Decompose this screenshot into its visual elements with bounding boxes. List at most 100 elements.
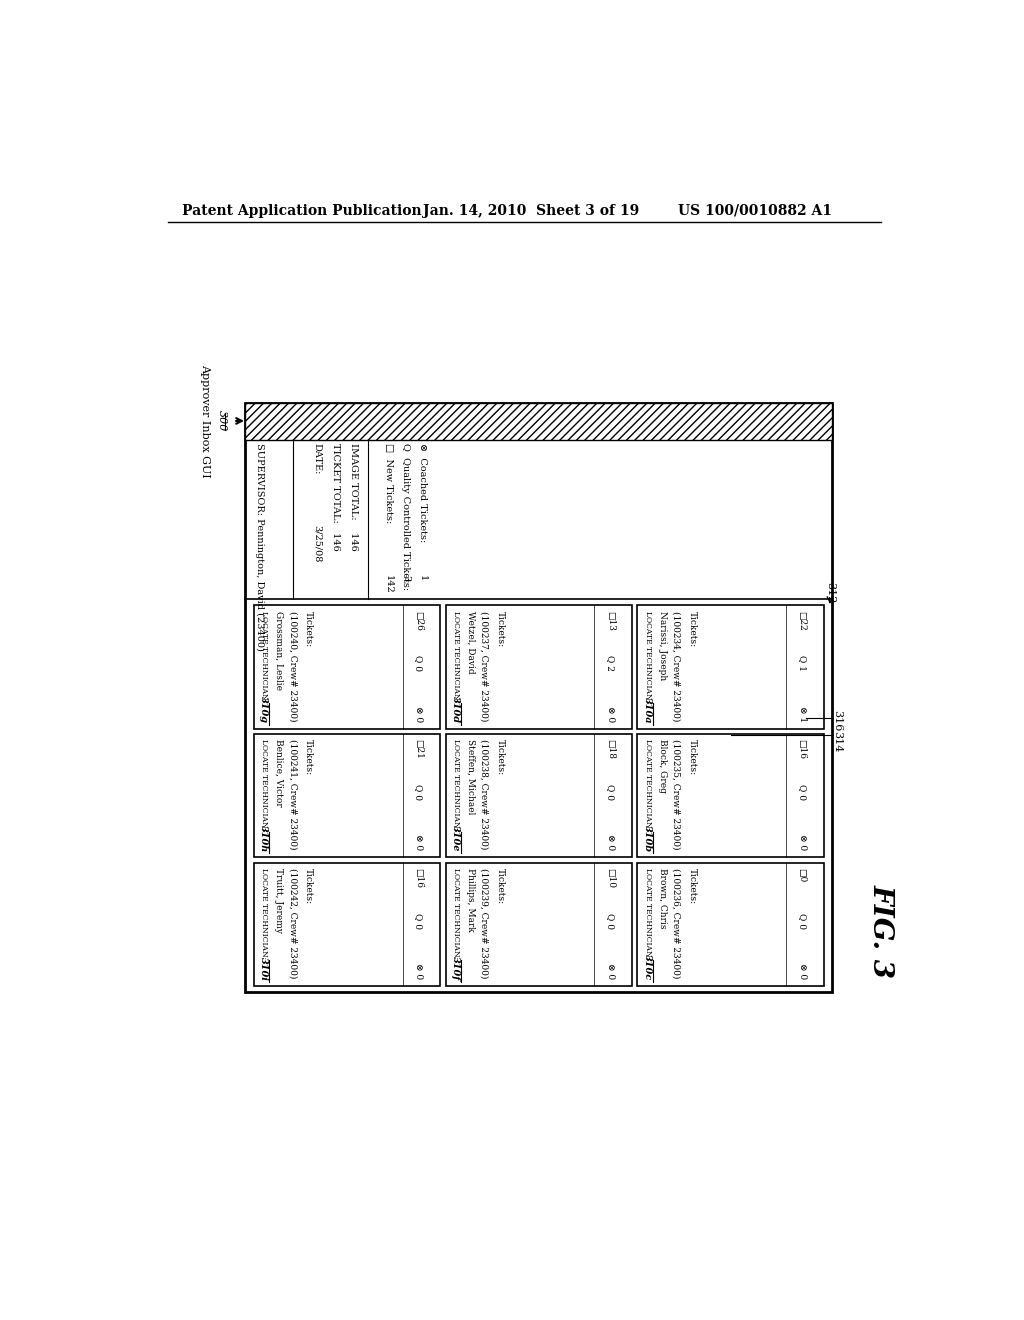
Text: □0: □0 (798, 869, 807, 882)
Text: 310b: 310b (643, 825, 652, 851)
Polygon shape (637, 606, 824, 729)
Text: LOCATE TECHNICIAN:: LOCATE TECHNICIAN: (644, 869, 651, 960)
Text: TICKET TOTAL:   146: TICKET TOTAL: 146 (331, 444, 340, 550)
Text: Narissi, Joseph: Narissi, Joseph (658, 611, 668, 680)
Text: Q 0: Q 0 (414, 655, 423, 671)
Text: (100235, Crew# 23400): (100235, Crew# 23400) (672, 739, 681, 850)
Text: (100241, Crew# 23400): (100241, Crew# 23400) (288, 739, 297, 850)
Text: ⊗ 0: ⊗ 0 (798, 834, 807, 850)
Text: IMAGE TOTAL:    146: IMAGE TOTAL: 146 (349, 444, 358, 550)
Text: Wetzel, David: Wetzel, David (466, 611, 475, 673)
Text: ⊗ 0: ⊗ 0 (798, 964, 807, 979)
Text: 310d: 310d (452, 696, 460, 723)
Polygon shape (246, 403, 833, 993)
Text: Tickets:: Tickets: (687, 739, 696, 776)
Text: Q 0: Q 0 (414, 912, 423, 929)
Text: 3: 3 (401, 576, 411, 582)
Text: 310c: 310c (643, 954, 652, 981)
Text: ⊗ 0: ⊗ 0 (414, 964, 423, 979)
Text: 310e: 310e (452, 825, 460, 851)
Text: Tickets:: Tickets: (687, 611, 696, 647)
Text: □13: □13 (605, 611, 614, 631)
Text: □  New Tickets:: □ New Tickets: (384, 444, 393, 524)
Text: (100240, Crew# 23400): (100240, Crew# 23400) (288, 611, 297, 721)
Text: □16: □16 (798, 739, 807, 759)
Text: 310a: 310a (643, 697, 652, 723)
Text: Benlice, Victor: Benlice, Victor (274, 739, 284, 807)
Text: Tickets:: Tickets: (304, 869, 312, 904)
Text: Q 0: Q 0 (798, 912, 807, 929)
Text: LOCATE TECHNICIAN:: LOCATE TECHNICIAN: (452, 869, 460, 960)
Text: 310i: 310i (259, 957, 268, 981)
Text: 3/25/08: 3/25/08 (312, 524, 322, 562)
Text: Tickets:: Tickets: (496, 611, 505, 647)
Text: □16: □16 (414, 869, 423, 888)
Text: Tickets:: Tickets: (496, 739, 505, 776)
Polygon shape (254, 734, 440, 857)
Text: Tickets:: Tickets: (496, 869, 505, 904)
Text: LOCATE TECHNICIAN:: LOCATE TECHNICIAN: (644, 739, 651, 830)
Text: □21: □21 (414, 739, 423, 759)
Text: Q 0: Q 0 (798, 784, 807, 800)
Text: Grossman, Leslie: Grossman, Leslie (274, 611, 284, 689)
Text: Q 0: Q 0 (605, 784, 614, 800)
Polygon shape (246, 403, 833, 440)
Text: ⊗ 0: ⊗ 0 (605, 964, 614, 979)
Text: 142: 142 (384, 576, 393, 594)
Polygon shape (445, 606, 632, 729)
Text: (100234, Crew# 23400): (100234, Crew# 23400) (672, 611, 681, 721)
Polygon shape (445, 863, 632, 986)
Text: US 100/0010882 A1: US 100/0010882 A1 (678, 203, 833, 218)
Text: Tickets:: Tickets: (304, 611, 312, 647)
Text: □26: □26 (414, 611, 423, 631)
Polygon shape (637, 863, 824, 986)
Text: (100239, Crew# 23400): (100239, Crew# 23400) (480, 869, 488, 978)
Text: DATE:: DATE: (312, 444, 322, 475)
Text: Approver Inbox GUI: Approver Inbox GUI (200, 364, 210, 478)
Text: Tickets:: Tickets: (687, 869, 696, 904)
Text: 314: 314 (831, 731, 842, 752)
Text: Q 0: Q 0 (605, 912, 614, 929)
Text: Phillips, Mark: Phillips, Mark (466, 869, 475, 932)
Text: 310g: 310g (259, 696, 268, 723)
Polygon shape (254, 606, 440, 729)
Text: 316: 316 (831, 710, 842, 731)
Text: LOCATE TECHNICIAN:: LOCATE TECHNICIAN: (452, 739, 460, 830)
Text: SUPERVISOR: Pennington, David (23400): SUPERVISOR: Pennington, David (23400) (255, 444, 264, 651)
Text: ⊗ 0: ⊗ 0 (414, 706, 423, 722)
Text: (100237, Crew# 23400): (100237, Crew# 23400) (480, 611, 488, 721)
Text: Jan. 14, 2010  Sheet 3 of 19: Jan. 14, 2010 Sheet 3 of 19 (423, 203, 639, 218)
Text: 310f: 310f (452, 956, 460, 981)
Text: (100238, Crew# 23400): (100238, Crew# 23400) (480, 739, 488, 850)
Text: Q 1: Q 1 (798, 655, 807, 671)
Text: LOCATE TECHNICIAN:: LOCATE TECHNICIAN: (260, 739, 268, 830)
Polygon shape (254, 863, 440, 986)
Text: LOCATE TECHNICIAN:: LOCATE TECHNICIAN: (260, 869, 268, 960)
Text: LOCATE TECHNICIAN:: LOCATE TECHNICIAN: (644, 611, 651, 702)
Text: 1: 1 (419, 576, 427, 582)
Text: ⊗ 0: ⊗ 0 (605, 706, 614, 722)
Text: □10: □10 (605, 869, 614, 888)
Text: Brown, Chris: Brown, Chris (658, 869, 668, 929)
Text: Steffen, Michael: Steffen, Michael (466, 739, 475, 814)
Text: LOCATE TECHNICIAN:: LOCATE TECHNICIAN: (452, 611, 460, 702)
Polygon shape (445, 734, 632, 857)
Text: ⊗ 0: ⊗ 0 (414, 834, 423, 850)
Text: □18: □18 (605, 739, 614, 759)
Text: Truitt, Jeremy: Truitt, Jeremy (274, 869, 284, 933)
Polygon shape (637, 734, 824, 857)
Text: 310h: 310h (259, 825, 268, 851)
Text: Patent Application Publication: Patent Application Publication (182, 203, 422, 218)
Text: Q 0: Q 0 (414, 784, 423, 800)
Text: 300: 300 (217, 411, 226, 432)
Text: ⊗ 1: ⊗ 1 (798, 706, 807, 722)
Text: LOCATE TECHNICIAN:: LOCATE TECHNICIAN: (260, 611, 268, 702)
Text: ⊗  Coached Tickets:: ⊗ Coached Tickets: (419, 444, 427, 543)
Text: ⊗ 0: ⊗ 0 (605, 834, 614, 850)
Text: Q  Quality Controlled Tickets:: Q Quality Controlled Tickets: (401, 444, 411, 590)
Text: (100242, Crew# 23400): (100242, Crew# 23400) (288, 869, 297, 978)
Text: 312: 312 (825, 582, 835, 603)
Text: (100236, Crew# 23400): (100236, Crew# 23400) (672, 869, 681, 978)
Text: □22: □22 (798, 611, 807, 631)
Text: Tickets:: Tickets: (304, 739, 312, 776)
